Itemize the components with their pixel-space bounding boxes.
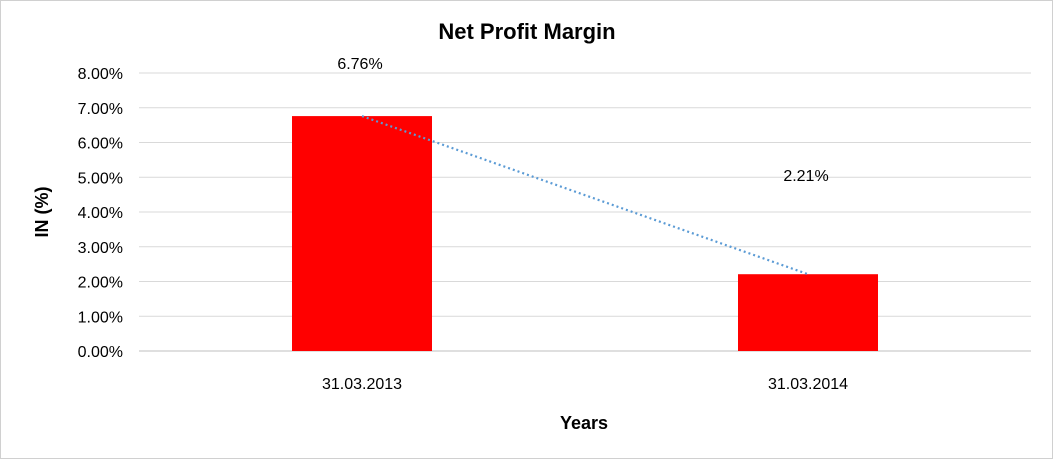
y-tick-label: 8.00%: [78, 66, 123, 83]
y-tick-label: 0.00%: [78, 344, 123, 361]
trendline-group: [361, 115, 809, 276]
data-labels: 6.76% 2.21%: [337, 56, 828, 185]
y-tick-label: 1.00%: [78, 309, 123, 326]
y-tick-label: 2.00%: [78, 275, 123, 292]
gridlines: [139, 72, 1031, 352]
trendline: [361, 115, 809, 276]
y-axis-ticks: 0.00% 1.00% 2.00% 3.00% 4.00% 5.00% 6.00% 7.00%…: [78, 66, 123, 361]
bar: [738, 274, 878, 351]
y-tick-label: 3.00%: [78, 240, 123, 257]
bars: [292, 116, 878, 351]
y-tick-label: 7.00%: [78, 101, 123, 118]
bar: [292, 116, 432, 351]
y-axis-title: IN (%): [32, 187, 52, 238]
data-label: 6.76%: [337, 56, 382, 73]
data-label: 2.21%: [783, 168, 828, 185]
chart-title: Net Profit Margin: [438, 19, 615, 44]
y-tick-label: 6.00%: [78, 136, 123, 153]
y-tick-label: 4.00%: [78, 205, 123, 222]
x-tick-label: 31.03.2014: [768, 376, 848, 393]
x-axis-ticks: 31.03.2013 31.03.2014: [322, 376, 848, 393]
y-tick-label: 5.00%: [78, 170, 123, 187]
x-axis-title: Years: [560, 413, 608, 433]
x-tick-label: 31.03.2013: [322, 376, 402, 393]
